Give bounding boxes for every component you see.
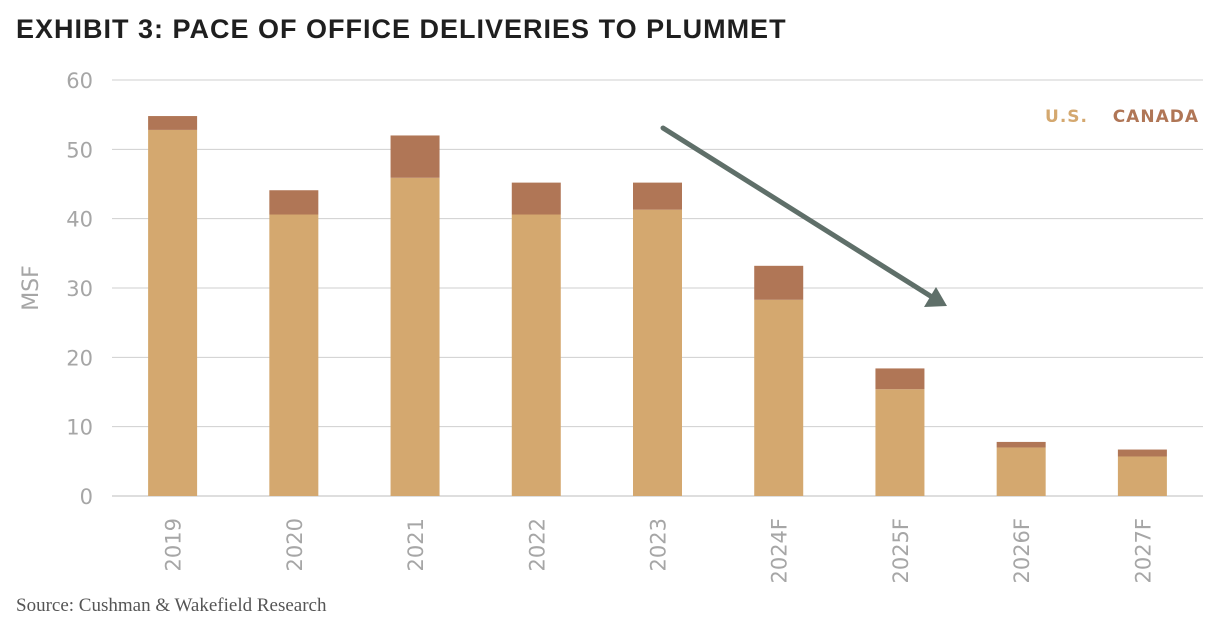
bar-canada-2019 — [148, 116, 198, 130]
trend-arrow-line — [660, 125, 935, 300]
x-tick-label: 2021 — [404, 518, 428, 571]
trend-arrow — [660, 125, 947, 307]
bar-canada-2027f — [1117, 449, 1167, 457]
legend-canada: CANADA — [1113, 107, 1199, 127]
bar-us-2027f — [1117, 456, 1167, 496]
legend: U.S. CANADA — [1045, 107, 1199, 127]
bar-us-2020 — [269, 214, 319, 497]
y-tick-label: 60 — [66, 69, 93, 93]
bar-canada-2022 — [511, 182, 561, 215]
bars — [148, 116, 1167, 497]
x-tick-label: 2024F — [768, 518, 792, 584]
x-tick-label: 2022 — [525, 518, 549, 571]
bar-us-2019 — [148, 129, 198, 497]
y-axis-ticks: 0 10 20 30 40 50 60 — [66, 69, 93, 509]
source-note: Source: Cushman & Wakefield Research — [16, 595, 327, 616]
x-tick-label: 2020 — [283, 518, 307, 571]
x-tick-label: 2026F — [1010, 518, 1034, 584]
x-tick-label: 2023 — [647, 518, 671, 571]
bar-us-2024f — [754, 299, 804, 496]
y-tick-label: 20 — [66, 346, 93, 370]
x-tick-label: 2019 — [162, 518, 186, 571]
bar-us-2023 — [633, 209, 682, 497]
bar-canada-2025f — [875, 368, 925, 390]
y-tick-label: 40 — [66, 208, 93, 232]
y-tick-label: 10 — [66, 416, 93, 440]
y-tick-label: 50 — [66, 138, 93, 162]
x-axis-ticks: 2019 2020 2021 2022 2023 2024F 2025F 2026F 2027F — [162, 518, 1156, 584]
x-tick-label: 2025F — [889, 518, 913, 584]
y-tick-label: 30 — [66, 277, 93, 301]
bar-canada-2024f — [754, 265, 804, 300]
bar-canada-2021 — [390, 135, 440, 178]
trend-arrow-head — [924, 287, 947, 307]
bar-canada-2026f — [996, 441, 1046, 448]
bar-canada-2020 — [269, 190, 319, 215]
legend-us: U.S. — [1045, 107, 1088, 127]
y-axis-label: MSF — [19, 265, 44, 311]
bar-us-2025f — [875, 389, 925, 496]
bar-us-2022 — [511, 214, 561, 497]
bar-canada-2023 — [633, 182, 682, 210]
bar-us-2021 — [390, 177, 440, 496]
y-tick-label: 0 — [80, 485, 93, 509]
bar-us-2026f — [996, 447, 1046, 496]
x-tick-label: 2027F — [1131, 518, 1155, 584]
chart-title: EXHIBIT 3: PACE OF OFFICE DELIVERIES TO … — [16, 14, 787, 44]
